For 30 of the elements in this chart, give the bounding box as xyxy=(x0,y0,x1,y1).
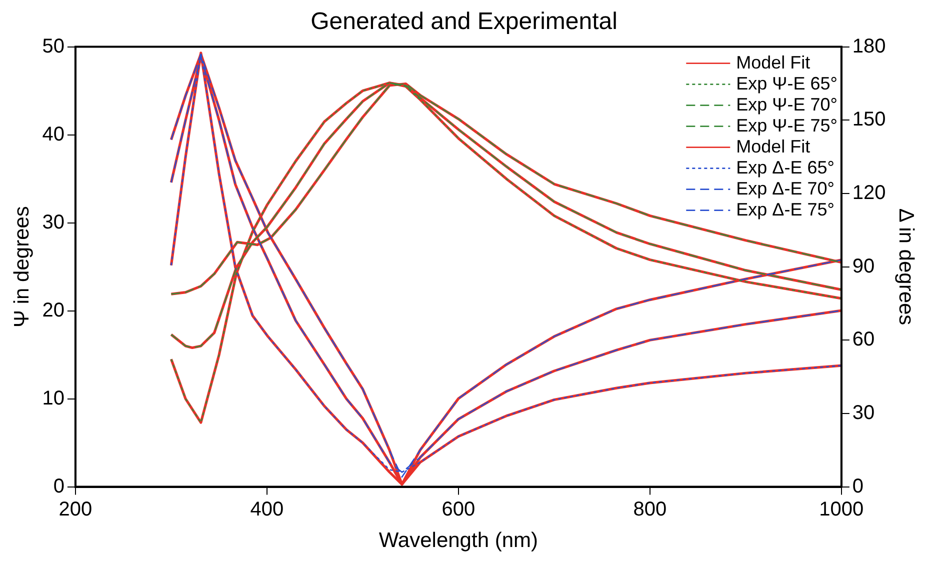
x-tick-label: 400 xyxy=(250,498,284,520)
y2-tick-label: 60 xyxy=(852,328,875,351)
y-tick-label: 0 xyxy=(53,475,64,498)
legend-label: Exp Ψ-E 70° xyxy=(736,94,838,114)
y2-axis-title: Δ in degrees xyxy=(894,208,918,326)
x-tick-label: 200 xyxy=(58,498,92,520)
legend-label: Exp Δ-E 65° xyxy=(736,157,834,178)
y-tick-label: 30 xyxy=(42,211,64,234)
chart-title: Generated and Experimental xyxy=(310,8,618,36)
y2-tick-label: 120 xyxy=(852,182,886,204)
y2-tick-label: 150 xyxy=(852,108,886,131)
legend-label: Exp Ψ-E 75° xyxy=(736,115,838,136)
y-tick-label: 40 xyxy=(42,123,64,146)
x-tick-label: 600 xyxy=(442,498,476,520)
legend-label: Exp Δ-E 70° xyxy=(736,178,834,198)
y-axis-title: Ψ in degrees xyxy=(10,206,34,328)
y2-tick-label: 180 xyxy=(852,35,886,58)
legend-label: Model Fit xyxy=(736,52,810,72)
y-tick-label: 10 xyxy=(42,387,64,410)
x-tick-label: 800 xyxy=(633,498,667,520)
x-axis-title: Wavelength (nm) xyxy=(378,529,538,552)
y2-tick-label: 30 xyxy=(852,402,875,424)
legend-label: Model Fit xyxy=(736,136,810,156)
legend-label: Exp Δ-E 75° xyxy=(736,199,834,220)
y2-tick-label: 0 xyxy=(852,475,864,498)
legend-label: Exp Ψ-E 65° xyxy=(736,73,838,94)
y-tick-label: 20 xyxy=(42,299,64,322)
y-tick-label: 50 xyxy=(42,35,64,58)
y2-tick-label: 90 xyxy=(852,255,875,278)
x-tick-label: 1000 xyxy=(819,498,864,520)
